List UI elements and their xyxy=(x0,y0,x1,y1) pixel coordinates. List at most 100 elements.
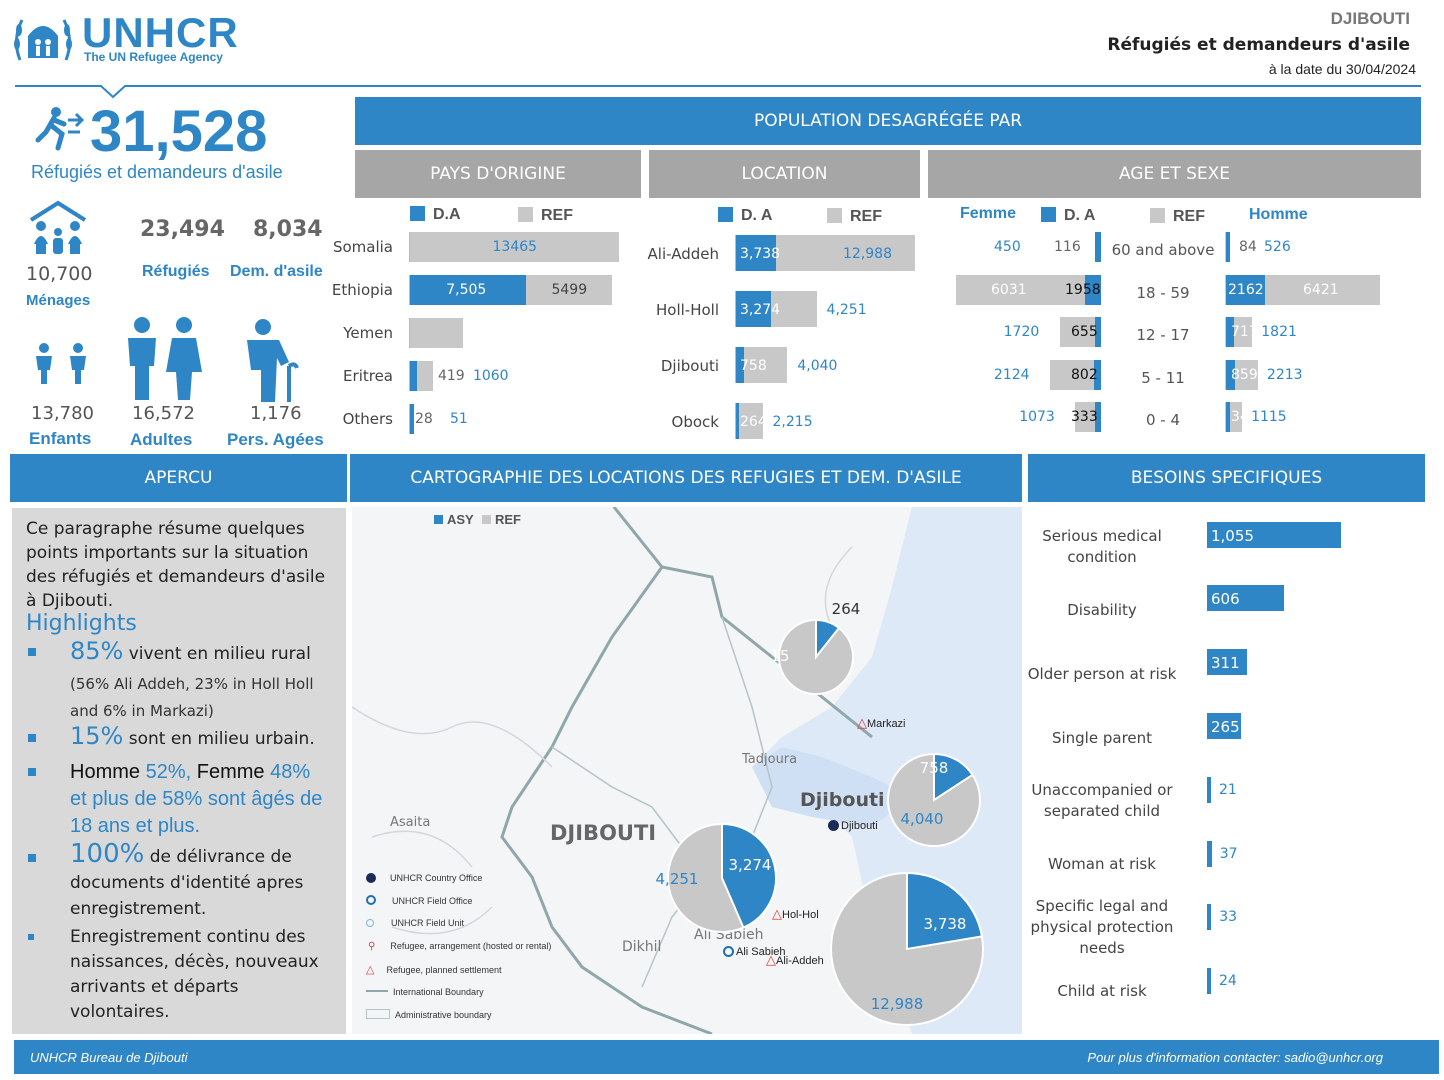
agesex-axis-right xyxy=(1225,275,1226,305)
pie-asy-slice xyxy=(933,752,974,802)
asylum-label: Dem. d'asile xyxy=(230,263,323,280)
apercu-header: APERCU xyxy=(10,454,347,502)
agesex-legend-da: D. A xyxy=(1041,207,1095,225)
place-dikhil: Dikhil xyxy=(622,939,662,955)
legend-da-swatch xyxy=(410,206,425,221)
agesex-header: AGE ET SEXE xyxy=(928,150,1421,198)
origin-legend-da: D.A xyxy=(410,206,461,224)
marker-aliaddeh: △Ali-Addeh xyxy=(766,952,824,968)
legend-label: UNHCR Field Office xyxy=(392,896,473,906)
legend-label: UNHCR Field Unit xyxy=(391,918,465,928)
agesex-m-da-value: 2162 xyxy=(1228,282,1264,298)
need-label: Disability xyxy=(1067,601,1137,619)
international-boundary xyxy=(500,566,713,1034)
need-label: Serious medical condition xyxy=(1042,527,1162,566)
footer-contact[interactable]: Pour plus d'information contacter: sadio… xyxy=(1087,1050,1383,1065)
origin-axis-tick xyxy=(409,275,410,305)
highlight-3-h: Homme xyxy=(70,761,146,783)
legend-da-text: D. A xyxy=(741,207,773,224)
legend-row: International Boundary xyxy=(366,987,484,997)
legend-label: Refugee, arrangement (hosted or rental) xyxy=(390,941,552,951)
highlight-1-text: vivent en milieu rural xyxy=(123,644,311,664)
marker-djibouti: Djibouti xyxy=(828,820,878,832)
admin-boundary-icon xyxy=(366,1009,390,1019)
highlight-1-pct: 85% xyxy=(70,637,124,665)
legend-row: UNHCR Field Unit xyxy=(366,918,464,928)
need-value: 33 xyxy=(1219,909,1238,925)
agesex-f-ref-value: 1073 xyxy=(1019,409,1055,425)
need-label: Unaccompanied or separated child xyxy=(1031,781,1173,820)
agesex-m-da-bar xyxy=(1226,402,1230,432)
highlight-4-text: de délivrance de documents d'identité ap… xyxy=(70,847,304,919)
legend-label: UNHCR Country Office xyxy=(390,873,483,883)
org-subtitle: The UN Refugee Agency xyxy=(84,50,223,64)
highlight-3: Homme 52%, Femme 48% et plus de 58% sont… xyxy=(70,759,332,840)
location-header: LOCATION xyxy=(649,150,920,198)
total-label: Réfugiés et demandeurs d'asile xyxy=(31,162,283,182)
adults-count: 16,572 xyxy=(132,403,195,424)
highlight-2: 15% sont en milieu urbain. xyxy=(70,722,340,750)
agesex-f-da-value: 1958 xyxy=(1065,282,1101,298)
location-ref-value: 4,251 xyxy=(826,302,867,318)
need-bar xyxy=(1207,968,1211,994)
agesex-m-da-value: 859 xyxy=(1231,367,1258,383)
agesex-f-ref-value: 6031 xyxy=(991,282,1027,298)
pie-ref-label: 15 xyxy=(770,647,789,665)
agesex-f-da-value: 116 xyxy=(1054,239,1081,255)
need-bar xyxy=(1207,522,1341,548)
highlight-1-sub: (56% Ali Addeh, 23% in Holl Holl and 6% … xyxy=(70,675,314,720)
pie-ref-label: 4,251 xyxy=(656,870,699,888)
capital-map-label: Djibouti xyxy=(800,789,885,811)
boundary-line-icon xyxy=(366,990,388,992)
location-axis-tick xyxy=(735,403,736,439)
need-bar xyxy=(1207,585,1284,611)
location-da-bar xyxy=(736,291,772,327)
agesex-row-label: 60 and above xyxy=(1111,241,1215,259)
map-legend-asy: ASY xyxy=(434,512,474,527)
highlight-5: Enregistrement continu des naissances, d… xyxy=(70,927,319,1022)
country-map-label: DJIBOUTI xyxy=(550,821,657,845)
family-house-icon xyxy=(29,200,87,254)
need-value: 1,055 xyxy=(1211,527,1254,545)
bullet-icon xyxy=(28,768,36,776)
agesex-m-ref-value: 526 xyxy=(1264,239,1291,255)
unhcr-emblem-icon xyxy=(14,19,72,61)
legend-row: UNHCR Country Office xyxy=(366,873,482,883)
legend-row: ⚲ Refugee, arrangement (hosted or rental) xyxy=(366,941,551,952)
marker-alisabieh: Ali Sabieh xyxy=(723,946,786,958)
legend-row: △ Refugee, planned settlement xyxy=(366,963,502,976)
marker-aliaddeh-label: Ali-Addeh xyxy=(776,955,824,967)
agesex-f-ref-bar xyxy=(1049,360,1101,390)
origin-ref-bar xyxy=(410,232,619,262)
bullet-icon xyxy=(28,648,36,656)
origin-row-label: Ethiopia xyxy=(331,281,393,299)
location-da-value: 3,274 xyxy=(740,302,781,318)
location-row-label: Djibouti xyxy=(660,357,719,375)
marker-markazi-label: Markazi xyxy=(867,718,906,730)
population-header: POPULATION DESAGRÉGÉE PAR xyxy=(355,97,1421,145)
origin-row-label: Yemen xyxy=(343,324,393,342)
refugees-count: 23,494 xyxy=(140,217,225,242)
need-value: 606 xyxy=(1211,590,1240,608)
need-label: Woman at risk xyxy=(1048,855,1156,873)
agesex-m-ref-bar xyxy=(1226,402,1243,432)
legend-ref-swatch xyxy=(827,208,842,223)
elderly-icon xyxy=(247,319,299,402)
agesex-m-da-bar xyxy=(1226,232,1230,262)
location-da-bar xyxy=(736,403,739,439)
adults-label: Adultes xyxy=(130,430,193,449)
need-bar xyxy=(1207,649,1247,675)
origin-ref-value: 5499 xyxy=(551,282,588,298)
location-legend-da: D. A xyxy=(718,207,772,225)
location-row-label: Holl-Holl xyxy=(656,301,719,319)
settlement-triangle-icon: △ xyxy=(857,715,867,730)
legend-row: UNHCR Field Office xyxy=(366,895,472,906)
settlement-triangle-icon: △ xyxy=(766,952,776,967)
bullet-icon xyxy=(28,934,34,940)
need-label: Single parent xyxy=(1051,729,1153,747)
agesex-f-da-value: 333 xyxy=(1071,409,1098,425)
origin-da-value: 419 xyxy=(437,368,465,384)
marker-alisabieh-label: Ali Sabieh xyxy=(736,946,786,958)
legend-asy-text: ASY xyxy=(447,512,474,527)
location-row-label: Obock xyxy=(671,413,719,431)
